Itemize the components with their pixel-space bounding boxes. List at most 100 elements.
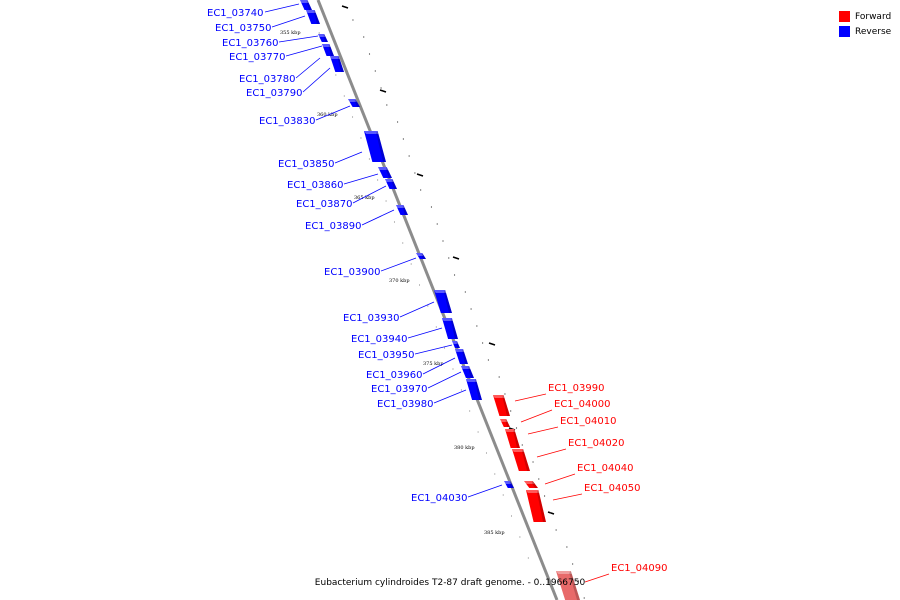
minor-tick — [577, 580, 580, 582]
gene-EC1_03940[interactable] — [442, 318, 458, 339]
gene-EC1_03950[interactable] — [452, 341, 460, 348]
gene-label-EC1_03950[interactable]: EC1_03950 — [358, 350, 414, 361]
gene-label-EC1_03980[interactable]: EC1_03980 — [377, 399, 433, 410]
minor-tick — [414, 172, 416, 174]
gene-EC1_03960[interactable] — [455, 349, 468, 364]
minor-tick — [469, 410, 471, 412]
gene-EC1_03930[interactable] — [434, 290, 452, 313]
minor-tick — [498, 376, 500, 378]
gene-EC1_04010[interactable] — [505, 429, 520, 448]
gene-EC1_04050[interactable] — [526, 490, 546, 522]
gene-label-EC1_03740[interactable]: EC1_03740 — [207, 8, 263, 19]
gene-EC1_04000[interactable] — [500, 419, 510, 427]
minor-tick — [408, 155, 410, 157]
minor-tick — [374, 70, 376, 72]
gene-label-EC1_03890[interactable]: EC1_03890 — [305, 221, 361, 232]
scale-label: 370 kbp — [389, 278, 410, 284]
minor-tick — [583, 597, 585, 599]
minor-tick — [549, 512, 551, 514]
gene-EC1_04040[interactable] — [524, 481, 538, 488]
minor-tick — [420, 189, 422, 191]
minor-tick — [436, 223, 438, 225]
gene-EC1_03870[interactable] — [385, 179, 397, 189]
major-tick-1 — [379, 89, 387, 93]
gene-label-EC1_03870[interactable]: EC1_03870 — [296, 199, 352, 210]
gene-label-EC1_04030[interactable]: EC1_04030 — [411, 493, 467, 504]
gene-EC1_03770[interactable] — [322, 44, 334, 56]
legend-label-forward: Forward — [855, 11, 892, 22]
minor-tick — [453, 274, 456, 276]
leader-line — [278, 35, 319, 43]
reverse-swatch-icon — [839, 26, 850, 37]
minor-tick — [519, 536, 521, 538]
gene-label-EC1_03940[interactable]: EC1_03940 — [351, 334, 407, 345]
gene-EC1_03760[interactable] — [318, 34, 328, 42]
gene-label-EC1_03960[interactable]: EC1_03960 — [366, 370, 422, 381]
gene-EC1_03990[interactable] — [493, 395, 510, 416]
minor-tick — [476, 325, 478, 327]
gene-EC1_03780[interactable] — [330, 56, 344, 72]
gene-EC1_03830[interactable] — [348, 99, 360, 107]
gene-label-EC1_04050[interactable]: EC1_04050 — [584, 483, 640, 494]
legend-item-reverse: Reverse — [839, 24, 891, 39]
leader-line — [334, 151, 363, 164]
major-tick-6 — [547, 511, 555, 515]
gene-label-EC1_04000[interactable]: EC1_04000 — [554, 399, 610, 410]
minor-tick — [470, 308, 472, 310]
minor-tick — [335, 74, 337, 76]
minor-tick — [566, 546, 568, 548]
gene-EC1_03900[interactable] — [416, 253, 426, 259]
minor-tick — [487, 359, 489, 361]
leader-line — [295, 57, 321, 79]
gene-EC1_04030[interactable] — [504, 481, 514, 488]
gene-label-EC1_04010[interactable]: EC1_04010 — [560, 416, 616, 427]
gene-EC1_03890[interactable] — [396, 205, 408, 215]
minor-tick — [435, 326, 437, 328]
leader-line — [520, 409, 553, 423]
gene-label-EC1_04040[interactable]: EC1_04040 — [577, 463, 633, 474]
gene-EC1_03980[interactable] — [466, 379, 482, 400]
minor-tick — [510, 410, 512, 412]
leader-line — [536, 448, 567, 458]
minor-tick — [385, 200, 387, 202]
minor-tick — [360, 137, 362, 139]
gene-label-EC1_03970[interactable]: EC1_03970 — [371, 384, 427, 395]
gene-label-EC1_03990[interactable]: EC1_03990 — [548, 383, 604, 394]
gene-EC1_04090[interactable] — [556, 571, 580, 600]
label-leader-lines — [264, 3, 610, 583]
leader-line — [407, 327, 443, 339]
minor-tick — [536, 578, 538, 580]
gene-label-EC1_03770[interactable]: EC1_03770 — [229, 52, 285, 63]
gene-label-EC1_04020[interactable]: EC1_04020 — [568, 438, 624, 449]
gene-labels: EC1_03740 EC1_03750 EC1_03760 EC1_03770 EC1_… — [207, 8, 667, 574]
minor-tick — [464, 291, 466, 293]
gene-label-EC1_03780[interactable]: EC1_03780 — [239, 74, 295, 85]
gene-EC1_03750[interactable] — [306, 10, 320, 24]
gene-label-EC1_03930[interactable]: EC1_03930 — [343, 313, 399, 324]
gene-label-EC1_03850[interactable]: EC1_03850 — [278, 159, 334, 170]
leader-line — [544, 473, 576, 485]
leader-line — [514, 393, 547, 402]
gene-label-EC1_04090[interactable]: EC1_04090 — [611, 563, 667, 574]
gene-EC1_03970[interactable] — [461, 366, 474, 378]
minor-tick — [363, 36, 365, 38]
major-tick-0 — [341, 5, 349, 9]
gene-label-EC1_03760[interactable]: EC1_03760 — [222, 38, 278, 49]
leader-line — [271, 15, 306, 28]
gene-label-EC1_03750[interactable]: EC1_03750 — [215, 23, 271, 34]
gene-EC1_03740[interactable] — [300, 0, 312, 10]
minor-tick — [494, 473, 496, 475]
gene-label-EC1_03860[interactable]: EC1_03860 — [287, 180, 343, 191]
gene-EC1_03860[interactable] — [378, 167, 392, 178]
minor-tick — [368, 53, 371, 55]
leader-line — [380, 257, 417, 272]
leader-line — [584, 573, 610, 583]
minor-tick — [343, 95, 345, 97]
leader-line — [552, 493, 583, 501]
gene-EC1_04020[interactable] — [512, 449, 530, 471]
gene-EC1_03850[interactable] — [364, 131, 386, 162]
gene-label-EC1_03900[interactable]: EC1_03900 — [324, 267, 380, 278]
gene-label-EC1_03830[interactable]: EC1_03830 — [259, 116, 315, 127]
minor-tick — [527, 557, 529, 559]
gene-label-EC1_03790[interactable]: EC1_03790 — [246, 88, 302, 99]
